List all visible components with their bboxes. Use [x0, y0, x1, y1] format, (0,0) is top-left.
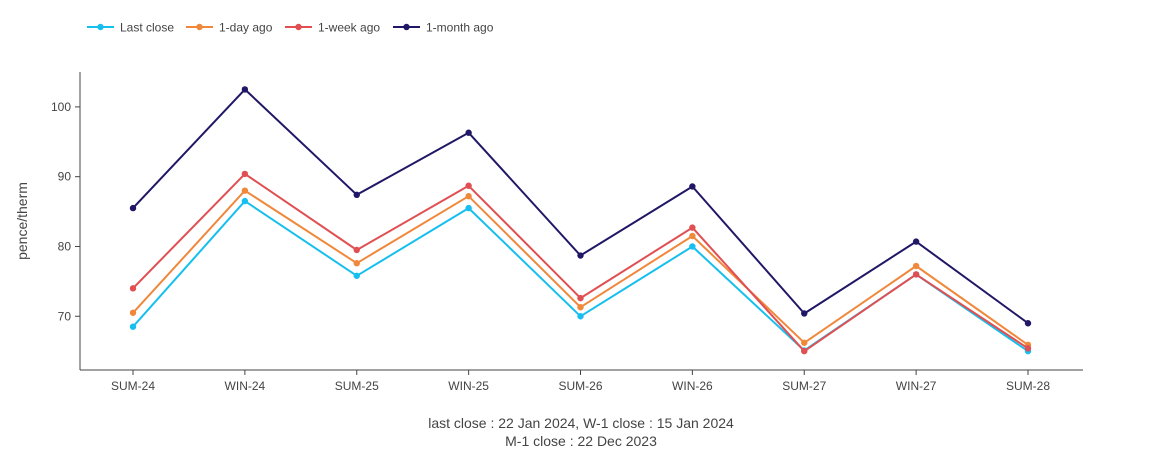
data-point[interactable]: [912, 262, 920, 270]
data-point[interactable]: [129, 204, 137, 212]
data-point[interactable]: [801, 347, 808, 355]
plot-area[interactable]: [129, 86, 1032, 355]
data-point[interactable]: [689, 243, 696, 250]
data-point[interactable]: [241, 86, 249, 93]
data-point[interactable]: [129, 309, 137, 316]
data-point[interactable]: [1024, 345, 1032, 352]
series-last-close[interactable]: [129, 197, 1032, 355]
x-tick-label: SUM-28: [1006, 379, 1050, 393]
series-line: [132, 200, 1029, 353]
data-point[interactable]: [241, 187, 249, 194]
data-point[interactable]: [577, 294, 584, 302]
x-tick-label: SUM-25: [335, 379, 379, 393]
y-axis-ticks: 70 80 90 100: [51, 100, 80, 323]
data-point[interactable]: [689, 183, 696, 190]
data-point[interactable]: [577, 313, 584, 320]
data-point[interactable]: [689, 224, 696, 231]
data-point[interactable]: [353, 246, 360, 254]
series-line: [132, 88, 1029, 325]
series-1-day-ago[interactable]: [129, 187, 1032, 349]
legend-swatch-marker: [97, 23, 104, 31]
x-tick-label: WIN-24: [225, 379, 266, 393]
x-tick-label: WIN-25: [448, 379, 489, 393]
month-close-annotation: M-1 close : 22 Dec 2023: [505, 433, 657, 449]
data-point[interactable]: [465, 129, 472, 136]
data-point[interactable]: [912, 271, 920, 278]
series-1-month-ago[interactable]: [129, 86, 1032, 327]
legend-item-1-day-ago[interactable]: 1-day ago: [186, 21, 273, 35]
legend-swatch-marker: [295, 23, 302, 31]
x-tick-label: SUM-24: [111, 379, 155, 393]
data-point[interactable]: [241, 197, 249, 205]
data-point[interactable]: [689, 232, 696, 240]
legend-item-last-close[interactable]: Last close: [87, 21, 174, 35]
data-point[interactable]: [465, 182, 472, 189]
close-dates-annotation: last close : 22 Jan 2024, W-1 close : 15…: [428, 415, 734, 431]
x-axis-ticks: SUM-24 WIN-24 SUM-25 WIN-25 SUM-26 WIN-26 SUM-…: [111, 370, 1050, 393]
legend-item-1-week-ago[interactable]: 1-week ago: [285, 21, 380, 35]
y-tick-label: 100: [51, 100, 71, 114]
legend-label: 1-day ago: [219, 21, 273, 35]
data-point[interactable]: [353, 191, 360, 199]
data-point[interactable]: [801, 339, 808, 346]
series-line: [132, 189, 1029, 346]
y-tick-label: 70: [58, 309, 72, 323]
legend-swatch-marker: [403, 23, 410, 31]
series-1-week-ago[interactable]: [129, 170, 1032, 355]
data-point[interactable]: [801, 310, 808, 317]
series-line: [132, 172, 1029, 353]
x-tick-label: WIN-27: [896, 379, 937, 393]
data-point[interactable]: [465, 204, 472, 212]
data-point[interactable]: [465, 193, 472, 200]
data-point[interactable]: [353, 272, 360, 279]
y-axis-title: pence/therm: [14, 182, 30, 260]
data-point[interactable]: [129, 323, 137, 330]
x-tick-label: WIN-26: [672, 379, 713, 393]
data-point[interactable]: [241, 170, 249, 178]
x-tick-label: SUM-27: [782, 379, 826, 393]
data-point[interactable]: [353, 260, 360, 267]
y-tick-label: 80: [58, 239, 72, 253]
x-tick-label: SUM-26: [558, 379, 602, 393]
data-point[interactable]: [129, 285, 137, 292]
data-point[interactable]: [577, 252, 584, 259]
legend-label: 1-month ago: [426, 21, 494, 35]
legend-label: 1-week ago: [318, 21, 380, 35]
legend-item-1-month-ago[interactable]: 1-month ago: [393, 21, 494, 35]
legend[interactable]: Last close 1-day ago 1-week ago 1-month ago: [87, 21, 494, 35]
data-point[interactable]: [1024, 320, 1032, 327]
data-point[interactable]: [912, 238, 920, 245]
legend-swatch-marker: [196, 23, 203, 31]
data-point[interactable]: [577, 303, 584, 311]
legend-label: Last close: [120, 21, 174, 35]
y-tick-label: 90: [58, 170, 72, 184]
